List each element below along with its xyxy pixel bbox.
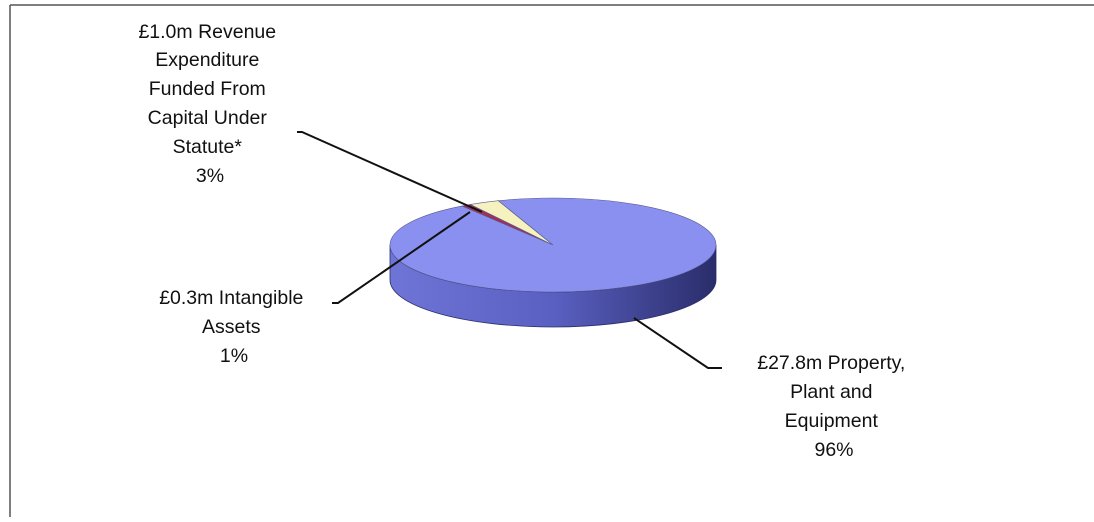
callout-label-intangible: £0.3m Intangible Assets 1% — [159, 287, 309, 367]
callout-label-revenue: £1.0m Revenue Expenditure Funded From Ca… — [138, 21, 281, 187]
leader-line-ppe — [633, 317, 722, 369]
pie-slice-property, — [389, 197, 717, 293]
leader-line-intangible — [332, 211, 471, 304]
callout-label-ppe: £27.8m Property, Plant and Equipment 96% — [757, 352, 911, 461]
pie-group — [389, 197, 717, 328]
leader-line-revenue — [297, 131, 483, 213]
